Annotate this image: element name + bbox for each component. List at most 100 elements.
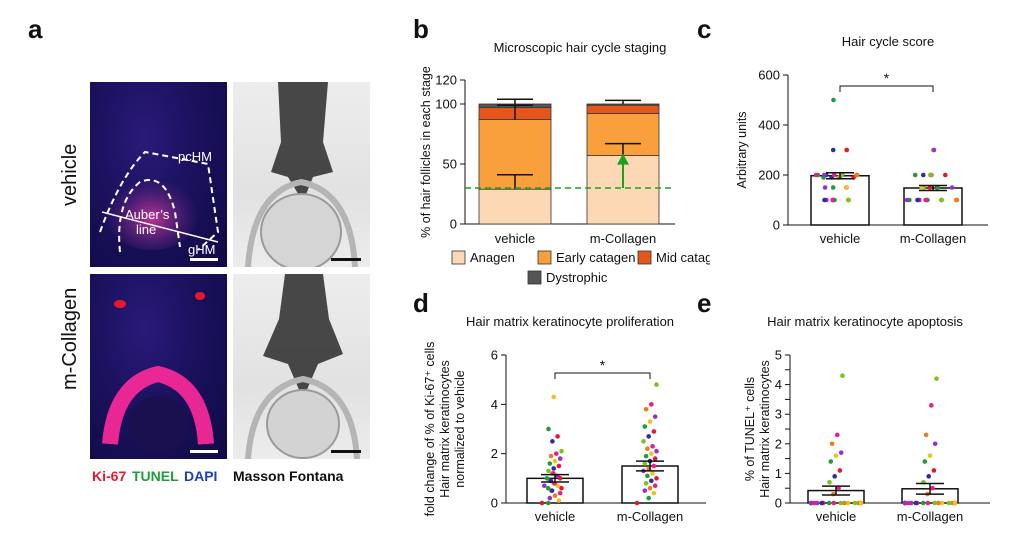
data-point — [858, 500, 864, 506]
panel-letter-b: b — [413, 14, 429, 44]
data-point — [557, 490, 563, 496]
data-point — [654, 448, 659, 454]
legend-swatch — [451, 250, 466, 265]
x-tick-label: m-Collagen — [900, 231, 966, 246]
data-point — [932, 500, 938, 506]
y-axis-label: Hair matrix keratinocytes — [758, 360, 772, 498]
data-point — [928, 172, 933, 178]
y-tick-label: 5 — [775, 348, 782, 363]
y-tick-label: 50 — [443, 157, 457, 172]
y-tick-label: 100 — [435, 97, 457, 112]
chart-keratinocyte-proliferation: Hair matrix keratinocyte proliferation 0 2… — [423, 314, 706, 524]
data-point — [548, 453, 554, 459]
data-point — [831, 500, 837, 506]
data-point — [852, 500, 858, 506]
data-point — [545, 485, 551, 491]
data-point — [844, 185, 850, 190]
data-point — [652, 483, 658, 489]
data-point — [642, 424, 648, 429]
data-point — [946, 500, 952, 506]
y-tick-label: 0 — [773, 218, 780, 233]
data-point — [546, 468, 551, 474]
data-point — [921, 172, 926, 178]
data-point — [808, 500, 814, 506]
scale-bar — [190, 450, 218, 453]
data-point — [650, 471, 655, 476]
x-tick-label: vehicle — [495, 231, 535, 246]
data-point — [651, 490, 657, 496]
vehicle-fluorescence-drawing: pcHM Auber’s line gHM — [99, 149, 220, 257]
label-auber-line-2: line — [136, 222, 156, 237]
data-point — [547, 495, 553, 501]
legend-swatch — [527, 270, 542, 285]
data-point — [952, 500, 958, 506]
data-point — [827, 479, 832, 485]
data-point — [835, 432, 840, 438]
data-point — [559, 448, 564, 454]
data-point — [554, 451, 559, 456]
data-point — [555, 434, 560, 439]
data-point — [649, 451, 654, 456]
data-point — [542, 483, 547, 489]
y-tick-label: 400 — [758, 118, 780, 133]
x-tick-label: vehicle — [535, 509, 575, 524]
bar — [903, 187, 963, 226]
legend-ki67: Ki-67 — [92, 468, 127, 484]
data-point — [826, 500, 832, 506]
data-point — [557, 456, 563, 461]
data-point — [642, 461, 648, 466]
data-point — [902, 500, 908, 506]
label-ghm: gHM — [188, 242, 215, 257]
data-point — [645, 473, 650, 479]
y-tick-label: 200 — [758, 168, 780, 183]
data-point — [649, 478, 654, 484]
data-point — [844, 147, 850, 153]
data-point — [906, 500, 911, 506]
data-point — [643, 480, 649, 486]
data-point — [651, 429, 657, 434]
data-point — [846, 197, 851, 203]
bar-segment-anagen — [478, 188, 552, 225]
y-tick-label: 2 — [491, 446, 498, 461]
data-point — [845, 500, 851, 506]
data-point — [822, 185, 828, 190]
data-point — [929, 403, 934, 408]
data-point — [836, 485, 841, 491]
data-point — [840, 373, 845, 379]
data-point — [652, 414, 658, 419]
row-label-vehicle: vehicle — [59, 143, 81, 206]
data-point — [932, 441, 938, 447]
y-tick-label: 120 — [435, 73, 457, 88]
legend-dapi: DAPI — [184, 468, 218, 484]
y-axis-label: normalized to vehicle — [453, 370, 467, 487]
micrograph-vehicle-fluorescence: pcHM Auber’s line gHM — [90, 82, 227, 267]
data-point — [930, 485, 935, 491]
chart-hair-cycle-score: Hair cycle score 0 200 400 600 Arbitrary unit… — [735, 34, 988, 246]
data-point — [819, 500, 825, 506]
y-tick-label: 600 — [758, 68, 780, 83]
significance-marker: * — [600, 357, 606, 373]
m-collagen-masson-drawing — [245, 274, 360, 459]
data-point — [641, 439, 646, 444]
data-point — [904, 197, 910, 203]
data-point — [559, 485, 564, 491]
panel-letter-d: d — [413, 288, 429, 318]
data-point — [830, 147, 836, 153]
data-point — [651, 463, 657, 469]
data-point — [813, 172, 819, 178]
x-tick-label: vehicle — [816, 509, 856, 524]
data-point — [838, 500, 844, 506]
micrograph-m-collagen-fluorescence — [90, 274, 227, 459]
significance-bracket — [554, 372, 651, 379]
data-point — [546, 426, 551, 432]
panel-letter-c: c — [697, 14, 712, 44]
vehicle-masson-drawing — [245, 82, 358, 267]
legend-swatch — [537, 250, 552, 265]
data-point — [923, 197, 928, 203]
data-point — [831, 97, 836, 103]
data-point — [643, 406, 649, 412]
label-pchm: pcHM — [178, 149, 212, 164]
data-point — [939, 197, 944, 203]
y-axis-label: % of hair follicles in each stage — [419, 66, 433, 238]
data-point — [842, 500, 847, 506]
